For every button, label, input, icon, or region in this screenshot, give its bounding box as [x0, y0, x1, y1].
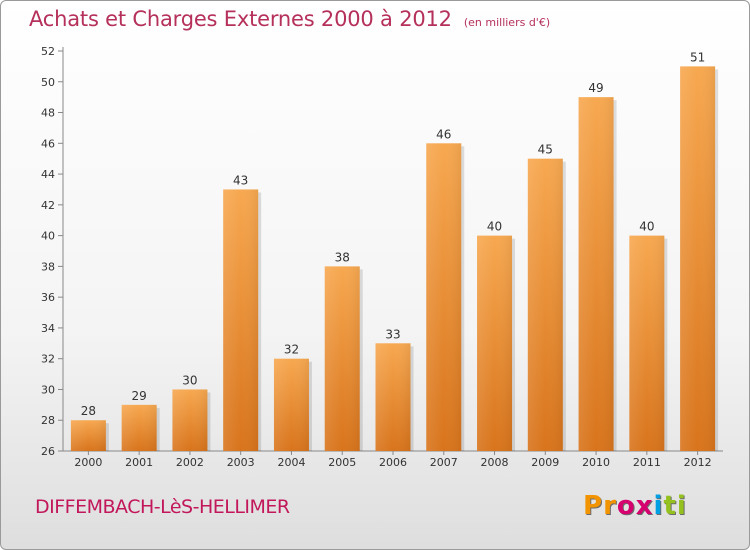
chart-subtitle: (en milliers d'€) — [463, 16, 551, 29]
bar-sheen — [375, 343, 411, 451]
bar-sheen — [629, 235, 665, 451]
bar-value-label: 38 — [335, 250, 350, 264]
chart-title: Achats et Charges Externes 2000 à 2012 — [29, 7, 452, 31]
y-tick-label: 32 — [41, 353, 55, 366]
x-tick-label: 2011 — [633, 456, 661, 469]
bar-value-label: 32 — [284, 343, 299, 357]
y-tick-label: 44 — [41, 168, 55, 181]
logo-letter: i — [676, 491, 687, 521]
bar-sheen — [223, 189, 259, 451]
x-tick-label: 2007 — [430, 456, 458, 469]
logo-letter: x — [635, 491, 654, 521]
bar-sheen — [70, 420, 106, 451]
y-tick-label: 36 — [41, 291, 55, 304]
x-tick-label: 2000 — [74, 456, 102, 469]
x-tick-label: 2004 — [277, 456, 305, 469]
logo-letter: i — [653, 491, 664, 521]
bar-sheen — [426, 143, 462, 452]
bar-sheen — [121, 404, 157, 451]
bar-value-label: 30 — [182, 373, 197, 387]
labels-group: 28 29 30 43 32 38 33 46 40 45 49 40 51 — [81, 50, 706, 418]
bar-value-label: 33 — [385, 327, 400, 341]
bar-value-label: 51 — [690, 50, 705, 64]
bar-value-label: 29 — [132, 389, 147, 403]
x-tick-label: 2005 — [328, 456, 356, 469]
y-tick-label: 28 — [41, 414, 55, 427]
y-tick-label: 46 — [41, 137, 55, 150]
bar-sheen — [578, 97, 614, 452]
bar-value-label: 46 — [436, 127, 451, 141]
y-tick-label: 30 — [41, 383, 55, 396]
bar-sheen — [273, 358, 309, 451]
x-tick-label: 2009 — [531, 456, 559, 469]
x-tick-label: 2002 — [176, 456, 204, 469]
bar-sheen — [527, 158, 563, 451]
bars-group — [70, 66, 719, 452]
x-tick-label: 2008 — [481, 456, 509, 469]
logo-letter: t — [663, 491, 677, 521]
axes: 26 28 30 32 34 36 38 40 42 44 46 48 50 52 2000 2001 2002… — [41, 45, 723, 469]
bar-value-label: 40 — [639, 220, 654, 234]
y-tick-label: 26 — [41, 445, 55, 458]
y-tick-label: 34 — [41, 322, 55, 335]
commune-name: DIFFEMBACH-LèS-HELLIMER — [35, 496, 290, 518]
logo-letter: P — [583, 491, 604, 521]
y-tick-label: 50 — [41, 76, 55, 89]
bar-sheen — [324, 266, 360, 451]
proxiti-logo[interactable]: Proxiti — [583, 491, 687, 521]
bar-sheen — [172, 389, 208, 451]
x-tick-label: 2010 — [582, 456, 610, 469]
bar-value-label: 40 — [487, 220, 502, 234]
bar-value-label: 28 — [81, 404, 96, 418]
x-tick-label: 2006 — [379, 456, 407, 469]
y-tick-label: 52 — [41, 45, 55, 58]
bar-value-label: 45 — [538, 143, 553, 157]
x-tick-label: 2001 — [125, 456, 153, 469]
bar-sheen — [477, 235, 513, 451]
y-tick-label: 42 — [41, 199, 55, 212]
bar-value-label: 49 — [588, 81, 603, 95]
logo-letter: r — [603, 491, 617, 521]
x-tick-label: 2012 — [684, 456, 712, 469]
logo-letter: o — [616, 491, 636, 521]
chart-title-block: Achats et Charges Externes 2000 à 2012 (e… — [29, 7, 550, 31]
y-tick-label: 48 — [41, 107, 55, 120]
x-tick-label: 2003 — [227, 456, 255, 469]
y-tick-label: 38 — [41, 260, 55, 273]
y-tick-label: 40 — [41, 230, 55, 243]
bar-value-label: 43 — [233, 173, 248, 187]
bar-sheen — [680, 66, 716, 451]
